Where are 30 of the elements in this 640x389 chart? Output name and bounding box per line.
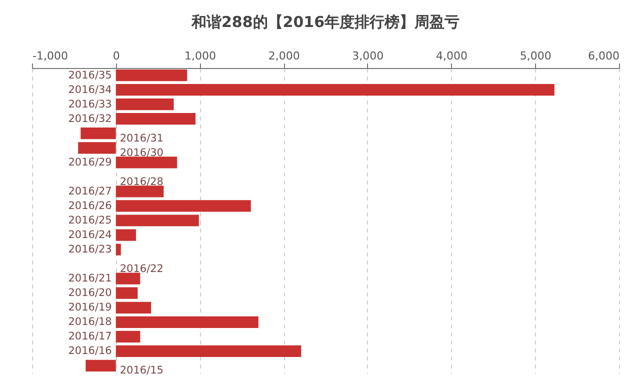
y-tick-label: 2016/22: [120, 263, 164, 276]
y-tick-label: 2016/24: [68, 229, 112, 242]
x-tick-label: 0: [112, 50, 120, 62]
y-tick-label: 2016/19: [68, 302, 112, 314]
y-tick-label: 2016/30: [120, 146, 164, 159]
x-tick-label: 1,000: [184, 50, 216, 62]
x-tick-label: -1,000: [32, 50, 68, 62]
x-tick-label: 2,000: [268, 50, 300, 62]
y-tick-label: 2016/20: [68, 287, 112, 300]
x-tick-label: 4,000: [436, 50, 468, 62]
y-tick-label: 2016/18: [68, 316, 112, 328]
y-tick-label: 2016/33: [68, 98, 112, 110]
y-tick-label: 2016/34: [68, 84, 112, 96]
chart-title: 和谐288的【2016年度排行榜】周盈亏: [190, 13, 460, 31]
y-tick-label: 2016/35: [68, 69, 112, 82]
x-tick-label: 5,000: [520, 50, 552, 62]
y-tick-label: 2016/32: [68, 112, 112, 125]
y-tick-label: 2016/29: [68, 156, 112, 168]
y-tick-label: 2016/15: [120, 364, 164, 377]
x-tick-label: 6,000: [588, 50, 620, 62]
x-tick-label: 3,000: [352, 50, 384, 62]
y-tick-label: 2016/17: [68, 330, 112, 343]
y-tick-label: 2016/26: [68, 200, 112, 212]
y-tick-label: 2016/31: [120, 132, 164, 144]
y-tick-label: 2016/23: [68, 244, 112, 256]
y-tick-label: 2016/21: [68, 272, 112, 285]
y-tick-label: 2016/16: [68, 345, 112, 358]
y-tick-label: 2016/25: [68, 214, 112, 226]
y-tick-label: 2016/27: [68, 185, 112, 198]
y-tick-label: 2016/28: [120, 176, 164, 188]
